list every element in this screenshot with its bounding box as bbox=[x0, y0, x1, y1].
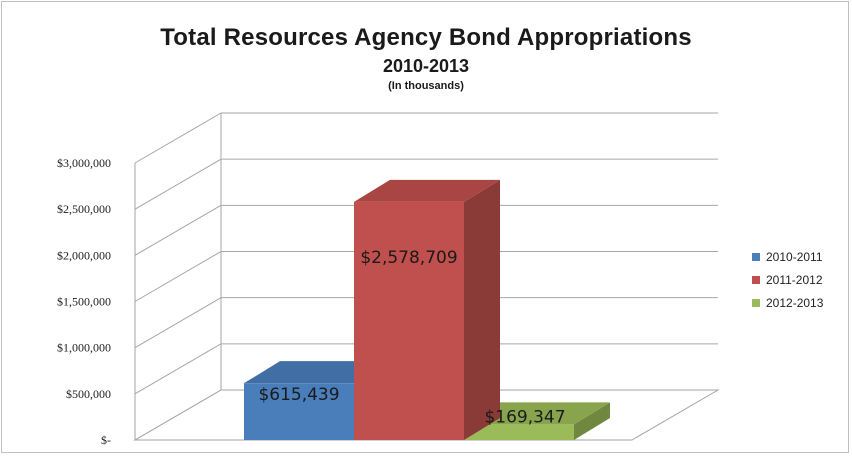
data-label: $615,439 bbox=[258, 385, 339, 405]
legend-swatch bbox=[752, 298, 760, 307]
chart-legend: 2010-2011 2011-2012 2012-2013 bbox=[752, 245, 823, 314]
legend-item: 2010-2011 bbox=[752, 245, 823, 268]
y-tick-label: $2,000,000 bbox=[57, 248, 111, 262]
side-gridline bbox=[134, 158, 222, 210]
data-label: $169,347 bbox=[484, 407, 565, 427]
chart-subtitle: 2010-2013 bbox=[382, 56, 470, 76]
bar-top bbox=[354, 179, 500, 202]
legend-item: 2012-2013 bbox=[752, 291, 823, 314]
side-gridline bbox=[134, 297, 222, 349]
y-tick-label: $500,000 bbox=[66, 387, 111, 401]
y-tick-label: $3,000,000 bbox=[57, 156, 111, 170]
chart-title: Total Resources Agency Bond Appropriatio… bbox=[160, 24, 692, 51]
legend-item: 2011-2012 bbox=[752, 268, 823, 291]
y-tick-label: $1,500,000 bbox=[57, 295, 111, 309]
bar-top bbox=[244, 361, 390, 384]
bar bbox=[244, 383, 354, 440]
legend-swatch bbox=[752, 252, 760, 261]
legend-label: 2011-2012 bbox=[766, 272, 823, 287]
bar-side bbox=[574, 402, 610, 440]
chart-unit-note: (In thousands) bbox=[388, 80, 464, 92]
bar-side bbox=[464, 179, 500, 440]
side-gridline bbox=[134, 251, 222, 302]
y-tick-label: $1,000,000 bbox=[57, 341, 111, 355]
legend-swatch bbox=[752, 275, 760, 284]
side-gridline bbox=[134, 204, 222, 256]
legend-label: 2010-2011 bbox=[766, 249, 823, 264]
bar-top bbox=[464, 402, 610, 425]
data-label: $2,578,709 bbox=[360, 248, 457, 268]
y-tick-label: $2,500,000 bbox=[57, 202, 111, 216]
side-gridline bbox=[134, 343, 222, 395]
bar bbox=[354, 201, 464, 440]
bar bbox=[464, 424, 574, 440]
side-gridline bbox=[134, 112, 222, 164]
legend-label: 2012-2013 bbox=[766, 295, 824, 310]
y-tick-label: $- bbox=[101, 433, 111, 447]
